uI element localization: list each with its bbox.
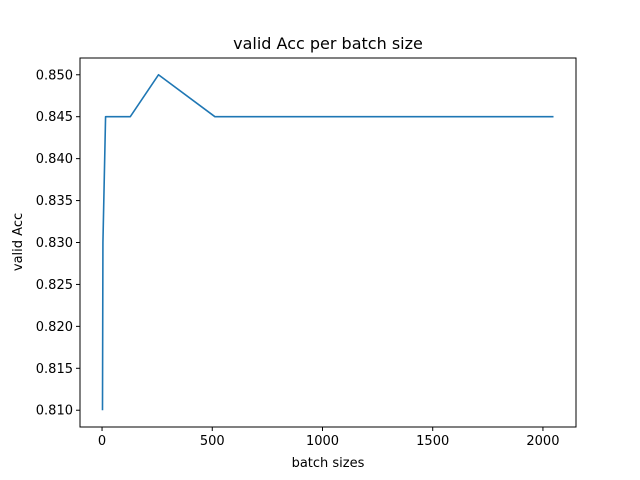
- chart-title: valid Acc per batch size: [233, 34, 423, 53]
- y-tick-label: 0.825: [36, 278, 73, 293]
- x-tick-label: 500: [200, 434, 225, 449]
- x-tick-label: 0: [98, 434, 106, 449]
- series-line: [101, 73, 554, 411]
- y-tick-label: 0.845: [36, 110, 73, 125]
- y-tick-label: 0.840: [36, 152, 73, 167]
- x-tick-label: 1500: [416, 434, 449, 449]
- y-tick-label: 0.820: [36, 320, 73, 335]
- y-tick-label: 0.850: [36, 68, 73, 83]
- plot-area-frame: [79, 57, 577, 428]
- y-axis-label: valid Acc: [11, 213, 26, 271]
- y-axis-ticks: 0.810 0.815 0.820 0.825 0.830 0.835 0.840 0.845…: [36, 68, 80, 419]
- series-layer: [101, 73, 554, 411]
- x-tick-label: 1000: [306, 434, 339, 449]
- x-tick-label: 2000: [526, 434, 559, 449]
- y-tick-label: 0.815: [36, 362, 73, 377]
- x-axis-label: batch sizes: [292, 456, 365, 471]
- y-tick-label: 0.810: [36, 404, 73, 419]
- y-tick-label: 0.830: [36, 236, 73, 251]
- y-tick-label: 0.835: [36, 194, 73, 209]
- x-axis-ticks: 0 500 1000 1500 2000: [98, 427, 559, 449]
